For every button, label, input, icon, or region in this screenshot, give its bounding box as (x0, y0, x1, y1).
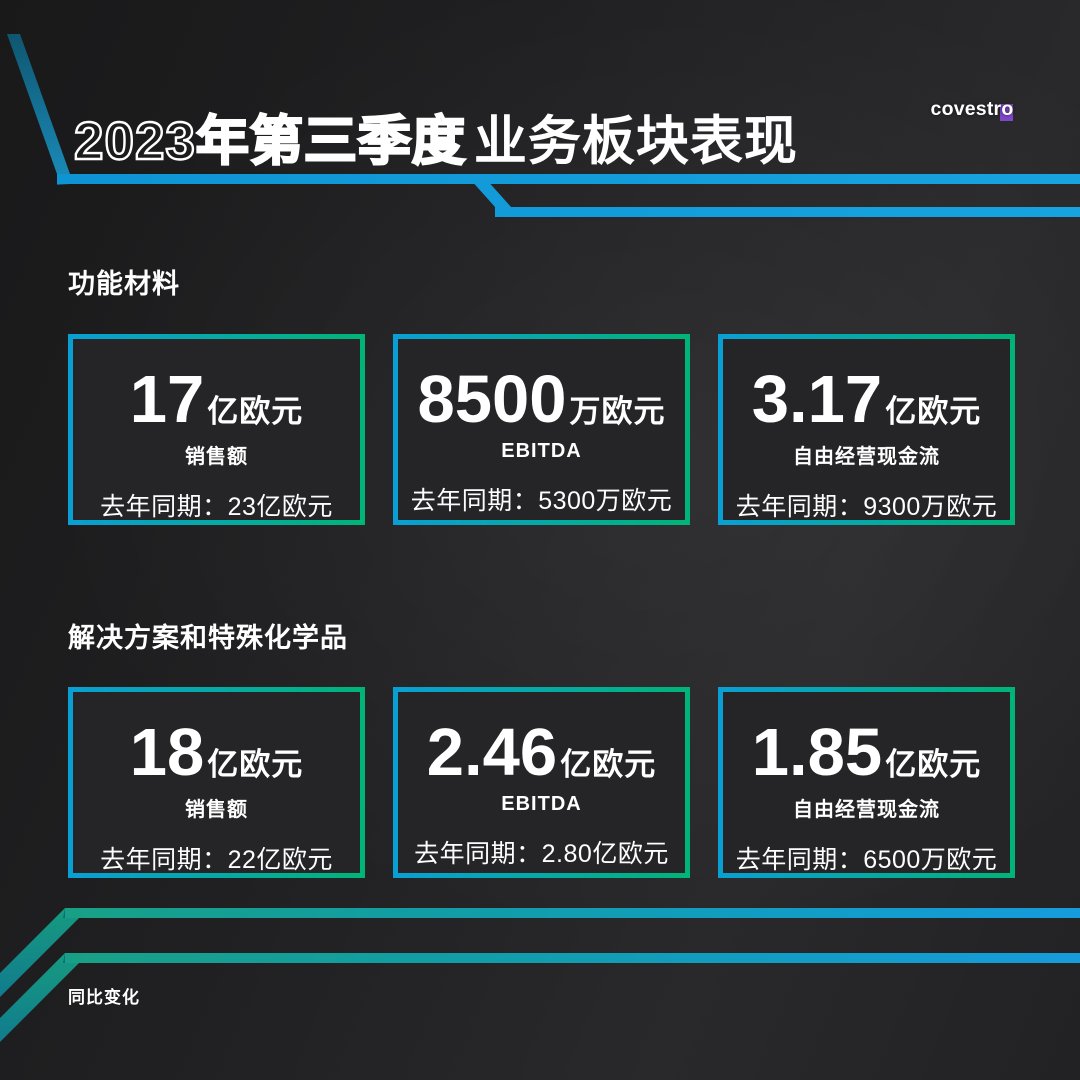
cards-row-solutions-specialties: 18 亿欧元 销售额 去年同期：22亿欧元 2.46 亿欧元 EBITDA 去年同期… (68, 687, 1015, 878)
kpi-prior-year: 去年同期：5300万欧元 (410, 487, 673, 515)
kpi-value: 17 (129, 362, 205, 437)
kpi-unit: 亿欧元 (560, 747, 657, 782)
kpi-value: 18 (129, 715, 205, 790)
section-label-solutions-specialties: 解决方案和特殊化学品 (68, 623, 348, 653)
covestro-logo-wordmark: covestro (930, 98, 1014, 121)
kpi-card-sales: 18 亿欧元 销售额 去年同期：22亿欧元 (68, 687, 365, 878)
kpi-card-sales: 17 亿欧元 销售额 去年同期：23亿欧元 (68, 334, 365, 525)
kpi-metric-label: 自由经营现金流 (793, 799, 940, 821)
top-swoosh-decoration (7, 34, 1080, 217)
kpi-prior-year: 去年同期：22亿欧元 (100, 846, 333, 874)
kpi-metric-label: 销售额 (185, 446, 248, 468)
kpi-metric-label: 销售额 (185, 799, 248, 821)
kpi-value: 3.17 (751, 362, 883, 437)
kpi-prior-year: 去年同期：9300万欧元 (735, 493, 998, 521)
kpi-card-focf: 1.85 亿欧元 自由经营现金流 去年同期：6500万欧元 (718, 687, 1015, 878)
kpi-card-ebitda: 8500 万欧元 EBITDA 去年同期：5300万欧元 (393, 334, 690, 525)
page-title-quarter: 2023年第三季度 (73, 110, 466, 171)
kpi-unit: 亿欧元 (207, 394, 304, 429)
kpi-prior-year: 去年同期：6500万欧元 (735, 846, 998, 874)
kpi-prior-year: 去年同期：2.80亿欧元 (414, 840, 669, 868)
kpi-metric-label: 自由经营现金流 (793, 446, 940, 468)
covestro-logo: covestro (930, 68, 1014, 152)
kpi-unit: 亿欧元 (885, 747, 982, 782)
kpi-value: 2.46 (426, 715, 558, 790)
page-title: 2023年第三季度 业务板块表现 (73, 110, 798, 174)
kpi-prior-year: 去年同期：23亿欧元 (100, 493, 333, 521)
kpi-unit: 亿欧元 (207, 747, 304, 782)
kpi-value: 1.85 (751, 715, 883, 790)
kpi-unit: 万欧元 (569, 394, 666, 429)
kpi-metric-label: EBITDA (501, 440, 582, 462)
page-title-subject: 业务板块表现 (473, 111, 798, 171)
kpi-metric-label: EBITDA (501, 793, 582, 815)
kpi-card-focf: 3.17 亿欧元 自由经营现金流 去年同期：9300万欧元 (718, 334, 1015, 525)
kpi-card-ebitda: 2.46 亿欧元 EBITDA 去年同期：2.80亿欧元 (393, 687, 690, 878)
kpi-unit: 亿欧元 (885, 394, 982, 429)
kpi-value: 8500 (417, 362, 567, 437)
section-label-performance-materials: 功能材料 (68, 269, 180, 299)
cards-row-performance-materials: 17 亿欧元 销售额 去年同期：23亿欧元 8500 万欧元 EBITDA 去年同期… (68, 334, 1015, 525)
covestro-logo-endcap (1000, 104, 1013, 121)
footnote-yoy-change: 同比变化 (68, 988, 140, 1007)
